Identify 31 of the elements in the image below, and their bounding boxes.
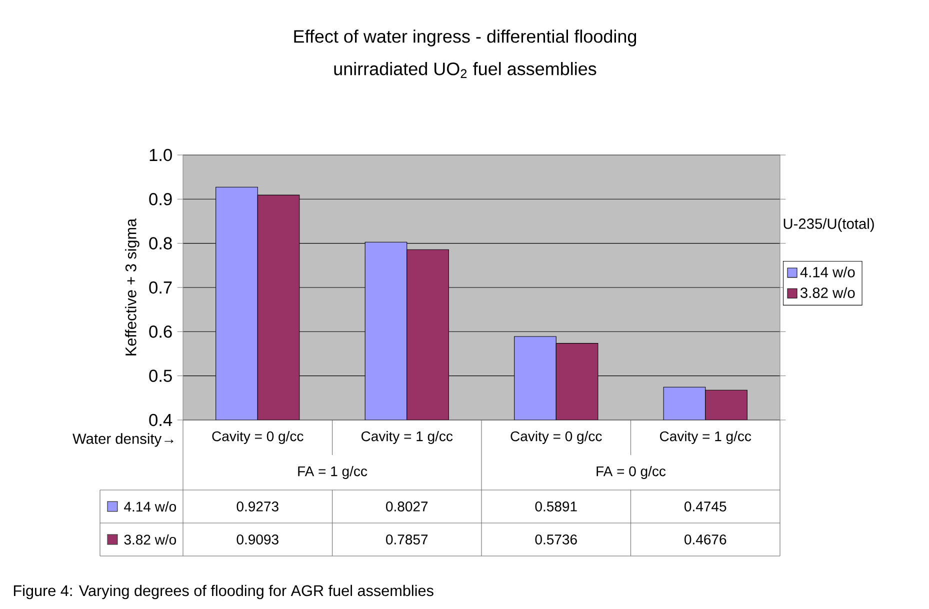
text: Water density→ [72,433,174,447]
data-label: 0.9273 [236,502,278,512]
chart-subtitle: unirradiated UO$_{2}$ fuel assemblies [334,62,596,78]
data-label: 0.5736 [535,534,577,544]
x-tick-label: Cavity = 0 g/cc [510,430,602,444]
caption: Figure 4: Varying degrees of flooding for AGR fuel assemblies [14,584,434,600]
data-label: 0.8027 [386,502,428,512]
text: FA = 0 g/cc [596,466,666,480]
text: FA = 1 g/cc [298,466,368,480]
chart-title: Effect of water ingress - differential flooding [294,30,636,46]
y-axis-title: Keffective + 3 sigma [125,218,140,356]
data-label: 0.4676 [684,534,726,544]
legend-title: U-235/U(total) [784,218,874,232]
data-label: 0.7857 [386,534,428,544]
y-tick-label: 0.7 [149,281,172,294]
x-tick-label: Cavity = 1 g/cc [660,430,752,444]
text: 3.82 w/o [124,534,176,545]
data-label: 0.9093 [236,534,278,544]
y-tick-label: 0.9 [149,193,172,206]
y-tick-label: 0.4 [149,414,172,426]
legend-label: 4.14 w/o [124,501,176,512]
y-tick-label: 0.5 [149,370,172,382]
text: 4.14 w/o [800,266,855,278]
y-tick-label: 0.8 [149,237,172,250]
x-tick-label: Cavity = 1 g/cc [361,430,453,444]
data-label: 0.5891 [535,502,577,512]
y-tick-label: 1.0 [150,148,172,162]
data-label: 0.4745 [684,502,726,512]
x-tick-label: Cavity = 0 g/cc [212,430,304,444]
legend-label: 3.82 w/o [800,287,855,298]
y-tick-label: 0.6 [149,326,172,338]
